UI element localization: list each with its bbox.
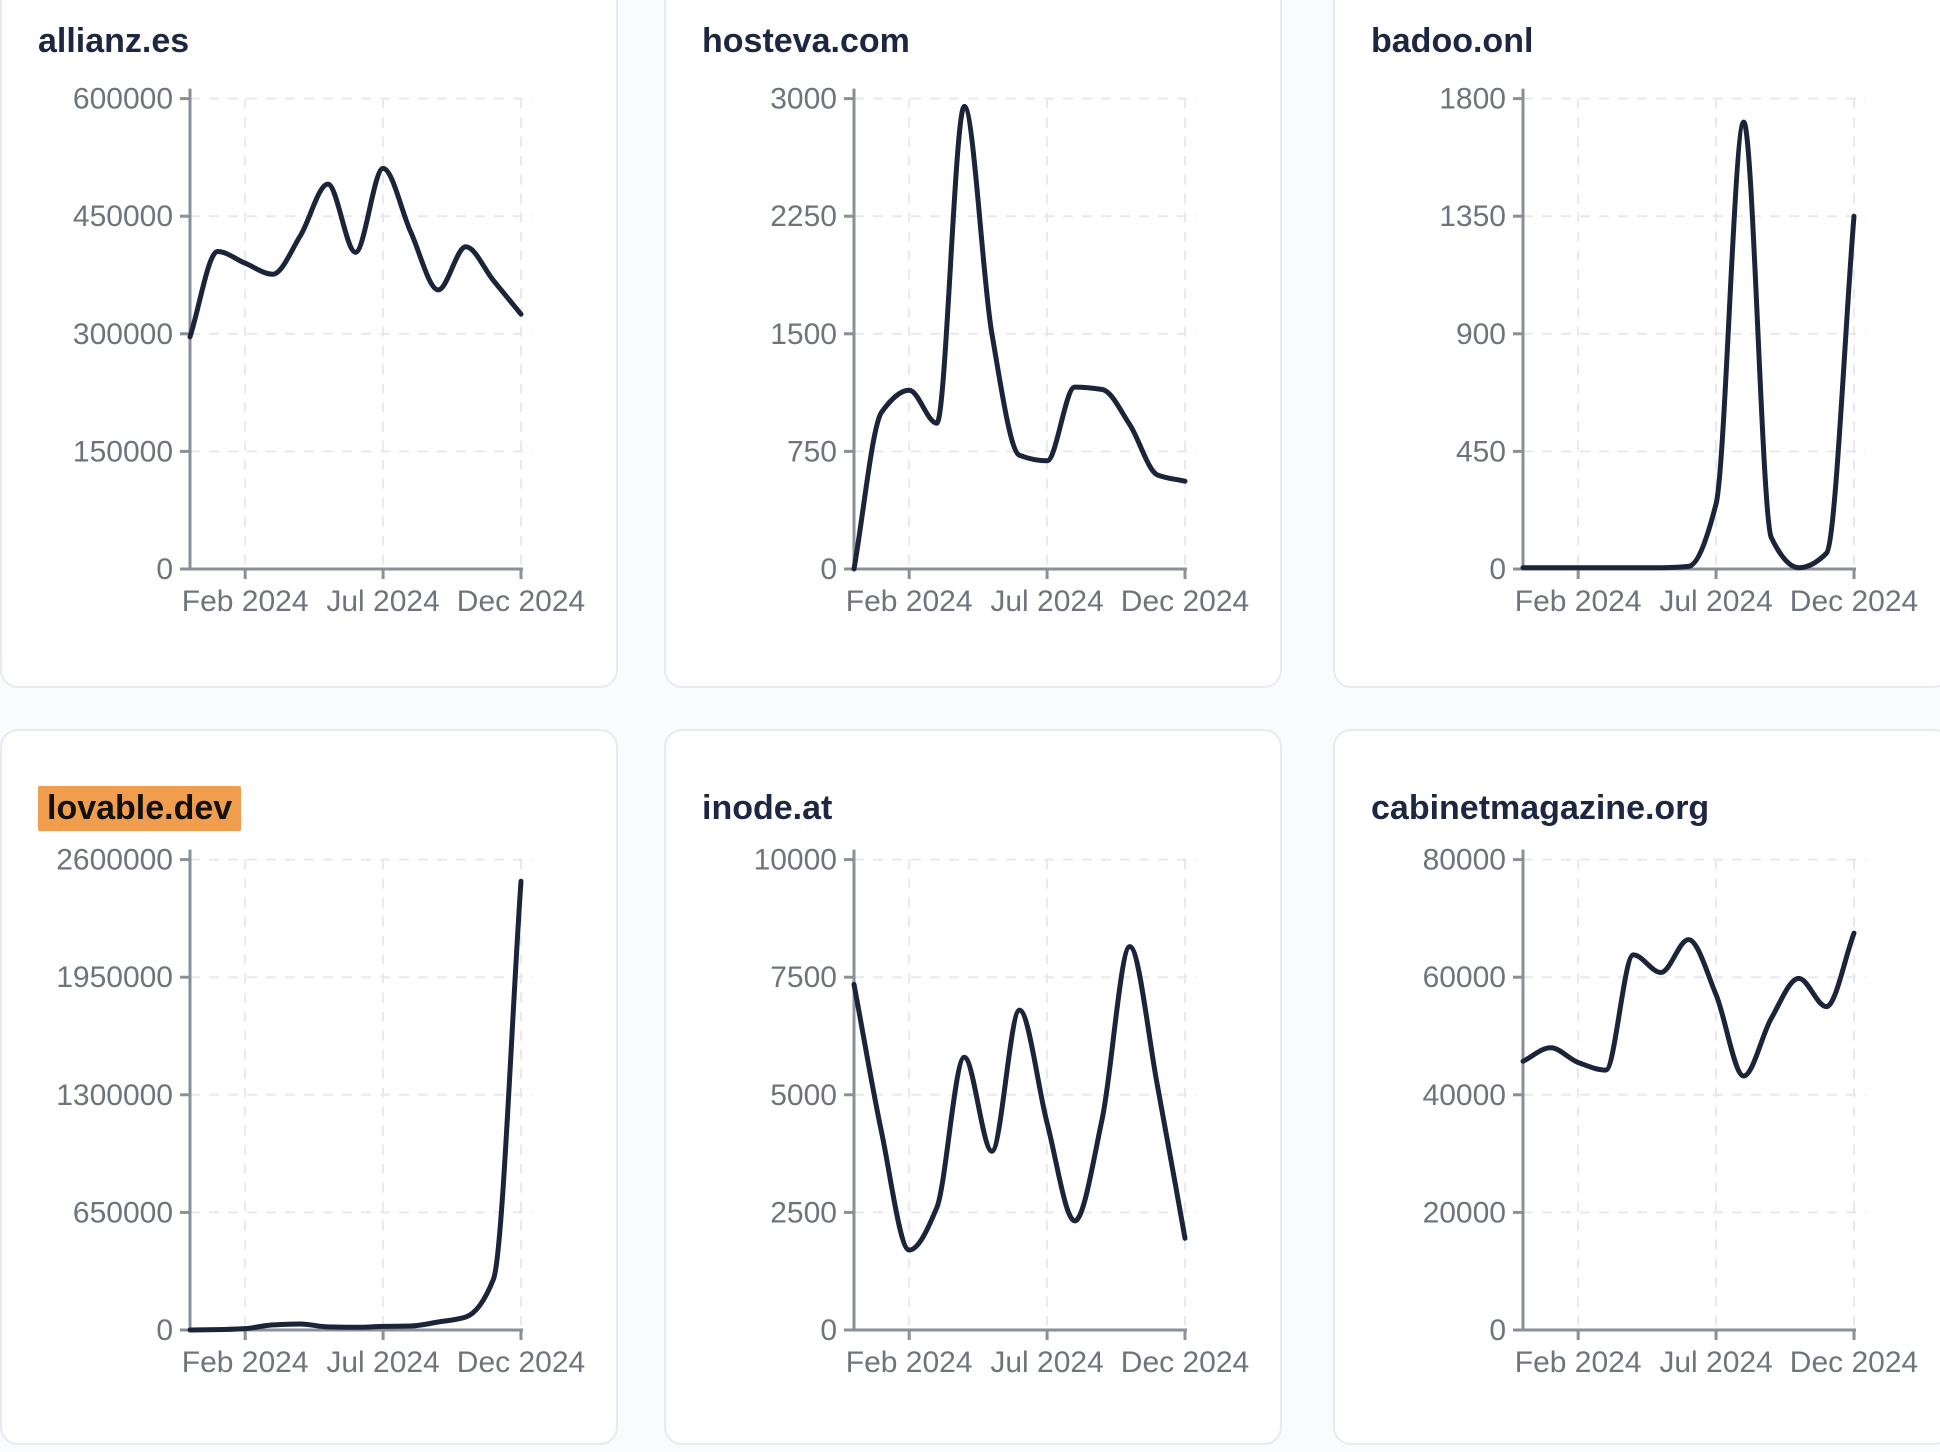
gridlines [1523,858,1866,1330]
domain-title-text: hosteva.com [702,22,910,60]
x-tick-label: Feb 2024 [1515,585,1642,618]
gridlines [854,97,1197,569]
axis-labels: 0 150000 300000 450000 600000 Feb 2024 Jul 202… [73,83,585,618]
x-tick-label: Feb 2024 [846,1346,973,1379]
y-tick-label: 60000 [1423,961,1506,994]
y-tick-label: 1800 [1439,83,1506,116]
y-tick-label: 10000 [754,844,837,877]
y-tick-label: 0 [156,553,173,586]
y-tick-label: 5000 [770,1079,837,1112]
domain-chart-card: badoo.onl 0 450 900 1350 1800 Feb 2024 Jul 202… [1333,0,1940,688]
line-chart: 0 20000 40000 60000 80000 Feb 2024 Jul 2024 Dec… [1423,844,1919,1379]
y-tick-label: 40000 [1423,1079,1506,1112]
x-tick-label: Dec 2024 [457,585,585,618]
domain-title[interactable]: allianz.es [38,22,189,60]
y-tick-label: 150000 [73,435,173,468]
series-line [1520,119,1857,571]
series-line [187,165,524,340]
domain-title[interactable]: inode.at [702,789,832,827]
x-tick-label: Feb 2024 [182,585,309,618]
y-tick-label: 2500 [770,1196,837,1229]
domain-chart-card: inode.at 0 2500 5000 7500 10000 Feb 2024 Jul 2… [664,729,1282,1445]
y-tick-label: 1500 [770,318,837,351]
domain-title[interactable]: cabinetmagazine.org [1371,789,1709,827]
x-tick-label: Dec 2024 [1790,585,1918,618]
gridlines [190,97,533,569]
y-tick-label: 1300000 [56,1079,173,1112]
line-chart: 0 650000 1300000 1950000 2600000 Feb 2024 Jul … [56,844,585,1379]
y-tick-label: 0 [820,1314,837,1347]
domain-title[interactable]: lovable.dev [38,786,242,831]
axes [844,88,1187,579]
x-tick-label: Jul 2024 [990,585,1103,618]
y-tick-label: 0 [156,1314,173,1347]
y-tick-label: 20000 [1423,1196,1506,1229]
line-chart: 0 2500 5000 7500 10000 Feb 2024 Jul 2024 Dec 20… [754,844,1250,1379]
x-tick-label: Dec 2024 [457,1346,585,1379]
y-tick-label: 2250 [770,200,837,233]
domain-title-text-highlighted: lovable.dev [38,786,242,831]
axes [1513,849,1856,1340]
y-tick-label: 80000 [1423,844,1506,877]
x-tick-label: Dec 2024 [1121,585,1249,618]
y-tick-label: 750 [787,435,837,468]
axis-labels: 0 2500 5000 7500 10000 Feb 2024 Jul 2024 Dec 20… [754,844,1250,1379]
y-tick-label: 650000 [73,1196,173,1229]
y-tick-label: 900 [1456,318,1506,351]
axis-labels: 0 750 1500 2250 3000 Feb 2024 Jul 2024 Dec 2024 [770,83,1249,618]
x-tick-label: Feb 2024 [182,1346,309,1379]
y-tick-label: 0 [1489,553,1506,586]
line-chart: 0 150000 300000 450000 600000 Feb 2024 Jul 202… [73,83,585,618]
gridlines [190,858,533,1330]
x-tick-label: Jul 2024 [326,1346,439,1379]
gridlines [1523,97,1866,569]
domain-chart-card: cabinetmagazine.org 0 20000 40000 60000 8000… [1333,729,1940,1445]
domain-title-text: inode.at [702,789,833,827]
x-tick-label: Dec 2024 [1121,1346,1249,1379]
domain-title[interactable]: hosteva.com [702,22,910,60]
series-line [187,878,524,1333]
y-tick-label: 300000 [73,318,173,351]
line-chart: 0 450 900 1350 1800 Feb 2024 Jul 2024 Dec 2024 [1439,83,1918,618]
y-tick-label: 0 [820,553,837,586]
y-tick-label: 450 [1456,435,1506,468]
y-tick-label: 0 [1489,1314,1506,1347]
x-tick-label: Feb 2024 [1515,1346,1642,1379]
x-tick-label: Jul 2024 [990,1346,1103,1379]
series-line [851,103,1188,572]
domain-chart-card: lovable.dev 0 650000 1300000 1950000 2600000… [0,729,618,1445]
x-tick-label: Jul 2024 [1659,1346,1772,1379]
gridlines [854,858,1197,1330]
y-tick-label: 1350 [1439,200,1506,233]
y-tick-label: 2600000 [56,844,173,877]
axis-labels: 0 450 900 1350 1800 Feb 2024 Jul 2024 Dec 2024 [1439,83,1918,618]
y-tick-label: 1950000 [56,961,173,994]
series-line [851,944,1188,1253]
domain-chart-card: allianz.es 0 150000 300000 450000 600000 Feb … [0,0,618,688]
axes [844,849,1187,1340]
y-tick-label: 600000 [73,83,173,116]
domain-title-text: cabinetmagazine.org [1371,789,1710,827]
y-tick-label: 450000 [73,200,173,233]
domain-title[interactable]: badoo.onl [1371,22,1533,60]
x-tick-label: Jul 2024 [1659,585,1772,618]
x-tick-label: Dec 2024 [1790,1346,1918,1379]
domain-title-text: badoo.onl [1371,22,1534,60]
x-tick-label: Jul 2024 [326,585,439,618]
axis-labels: 0 20000 40000 60000 80000 Feb 2024 Jul 2024 Dec… [1423,844,1919,1379]
domain-title-text: allianz.es [38,22,190,60]
y-tick-label: 3000 [770,83,837,116]
x-tick-label: Feb 2024 [846,585,973,618]
domain-chart-card: hosteva.com 0 750 1500 2250 3000 Feb 2024 Jul … [664,0,1282,688]
series-line [1520,930,1857,1079]
line-chart: 0 750 1500 2250 3000 Feb 2024 Jul 2024 Dec 2024 [770,83,1249,618]
axis-labels: 0 650000 1300000 1950000 2600000 Feb 2024 Jul … [56,844,585,1379]
y-tick-label: 7500 [770,961,837,994]
